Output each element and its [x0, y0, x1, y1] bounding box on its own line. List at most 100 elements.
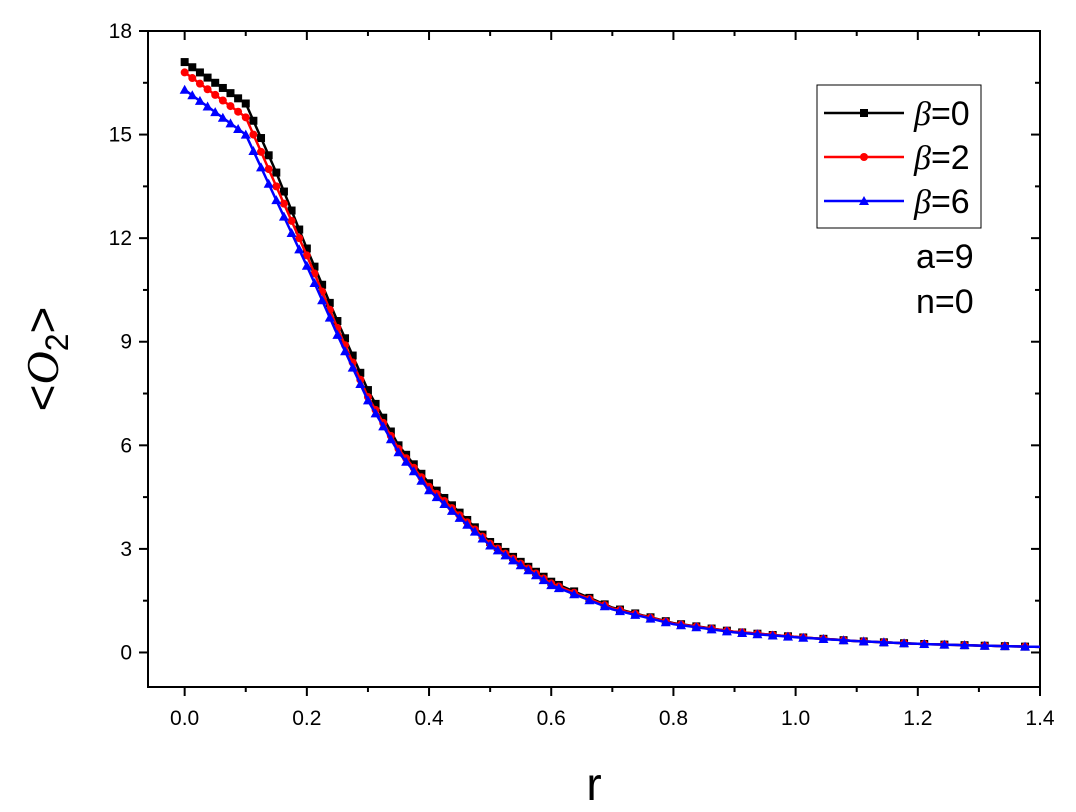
data-point	[203, 85, 212, 94]
legend-label-symbol: β	[913, 96, 931, 133]
data-point	[211, 78, 220, 87]
x-axis-title: r	[586, 758, 601, 810]
y-axis-title-close: >	[16, 307, 68, 334]
data-point	[272, 182, 281, 191]
data-point	[318, 280, 327, 289]
data-point	[226, 89, 235, 98]
y-axis-title-open: <	[16, 385, 68, 412]
legend-item: β=2	[824, 139, 970, 177]
data-point	[317, 295, 328, 305]
data-point	[721, 626, 732, 636]
data-point	[782, 631, 793, 641]
data-point	[614, 606, 625, 616]
data-point	[257, 147, 266, 156]
x-tick-label: 0.6	[537, 707, 566, 730]
data-point	[999, 641, 1010, 651]
data-point	[195, 79, 204, 88]
y-tick-label: 9	[120, 331, 132, 354]
data-point	[217, 112, 228, 122]
data-point	[355, 379, 366, 389]
data-point	[356, 368, 365, 377]
data-point	[263, 178, 274, 188]
data-point	[462, 519, 473, 529]
data-point	[899, 638, 910, 648]
data-point	[249, 116, 258, 125]
data-point	[294, 244, 305, 254]
y-tick-label: 15	[109, 124, 132, 147]
data-point	[271, 195, 282, 205]
data-point	[210, 107, 221, 117]
legend-swatch-marker	[860, 109, 868, 117]
data-point	[241, 99, 250, 108]
data-point	[431, 492, 442, 502]
data-point	[234, 107, 243, 116]
data-point	[340, 346, 351, 356]
data-point	[249, 130, 258, 139]
data-point	[979, 640, 990, 650]
data-point	[630, 609, 641, 619]
data-point	[295, 234, 304, 243]
axis-ticks	[139, 30, 1041, 696]
legend-label: β=0	[913, 95, 970, 133]
series-6	[179, 84, 1041, 651]
data-point	[379, 413, 388, 422]
data-point	[278, 211, 289, 221]
y-axis-title-subscript: 2	[39, 333, 75, 351]
data-point	[272, 168, 281, 177]
data-point	[188, 63, 197, 72]
data-point	[225, 118, 236, 128]
data-point	[240, 129, 251, 139]
x-tick-label: 1.2	[903, 707, 932, 730]
data-point	[348, 351, 357, 360]
data-point	[584, 595, 595, 605]
data-point	[324, 312, 335, 322]
data-point	[218, 96, 227, 105]
y-axis-title: <O2>	[16, 307, 75, 412]
data-point	[211, 90, 220, 99]
legend-item: β=0	[824, 95, 970, 133]
data-point	[523, 565, 534, 575]
data-point	[645, 613, 656, 623]
data-point	[264, 151, 273, 160]
data-point	[234, 94, 243, 103]
data-point	[256, 162, 267, 172]
plot-frame	[147, 30, 1041, 688]
data-point	[302, 251, 311, 260]
data-point	[370, 408, 381, 418]
data-point	[546, 580, 557, 590]
data-point	[179, 84, 190, 94]
data-point	[454, 512, 465, 522]
y-tick-label: 3	[120, 538, 132, 561]
x-tick-label: 0.8	[659, 707, 688, 730]
data-point	[737, 628, 748, 638]
tick-labels: 0.0 0.2 0.4 0.6 0.8 1.0 1.2 1.4 0 3 6 9 12 15 18	[109, 20, 1055, 730]
legend-label-symbol: β	[913, 140, 931, 177]
data-point	[1020, 641, 1031, 651]
x-tick-label: 1.4	[1025, 707, 1055, 730]
data-point	[485, 540, 496, 550]
data-point	[309, 278, 320, 288]
data-point	[767, 630, 778, 640]
data-point	[424, 485, 435, 495]
data-point	[386, 427, 395, 436]
legend-label-value: =2	[931, 139, 970, 177]
y-tick-label: 12	[109, 227, 132, 250]
legend-label: β=6	[913, 183, 970, 221]
data-point	[302, 244, 311, 253]
data-point	[310, 262, 319, 271]
data-point	[676, 620, 687, 630]
data-point	[691, 622, 702, 632]
data-point	[492, 545, 503, 555]
legend-swatch-marker	[860, 153, 868, 161]
data-point	[446, 505, 457, 515]
data-point	[569, 589, 580, 599]
data-point	[202, 101, 213, 111]
legend-label-value: =6	[931, 183, 970, 221]
data-point	[538, 575, 549, 585]
data-point	[333, 317, 342, 326]
data-point	[226, 102, 235, 111]
data-point	[295, 225, 304, 234]
data-point	[341, 334, 350, 343]
data-point	[959, 640, 970, 650]
data-point	[362, 395, 373, 405]
